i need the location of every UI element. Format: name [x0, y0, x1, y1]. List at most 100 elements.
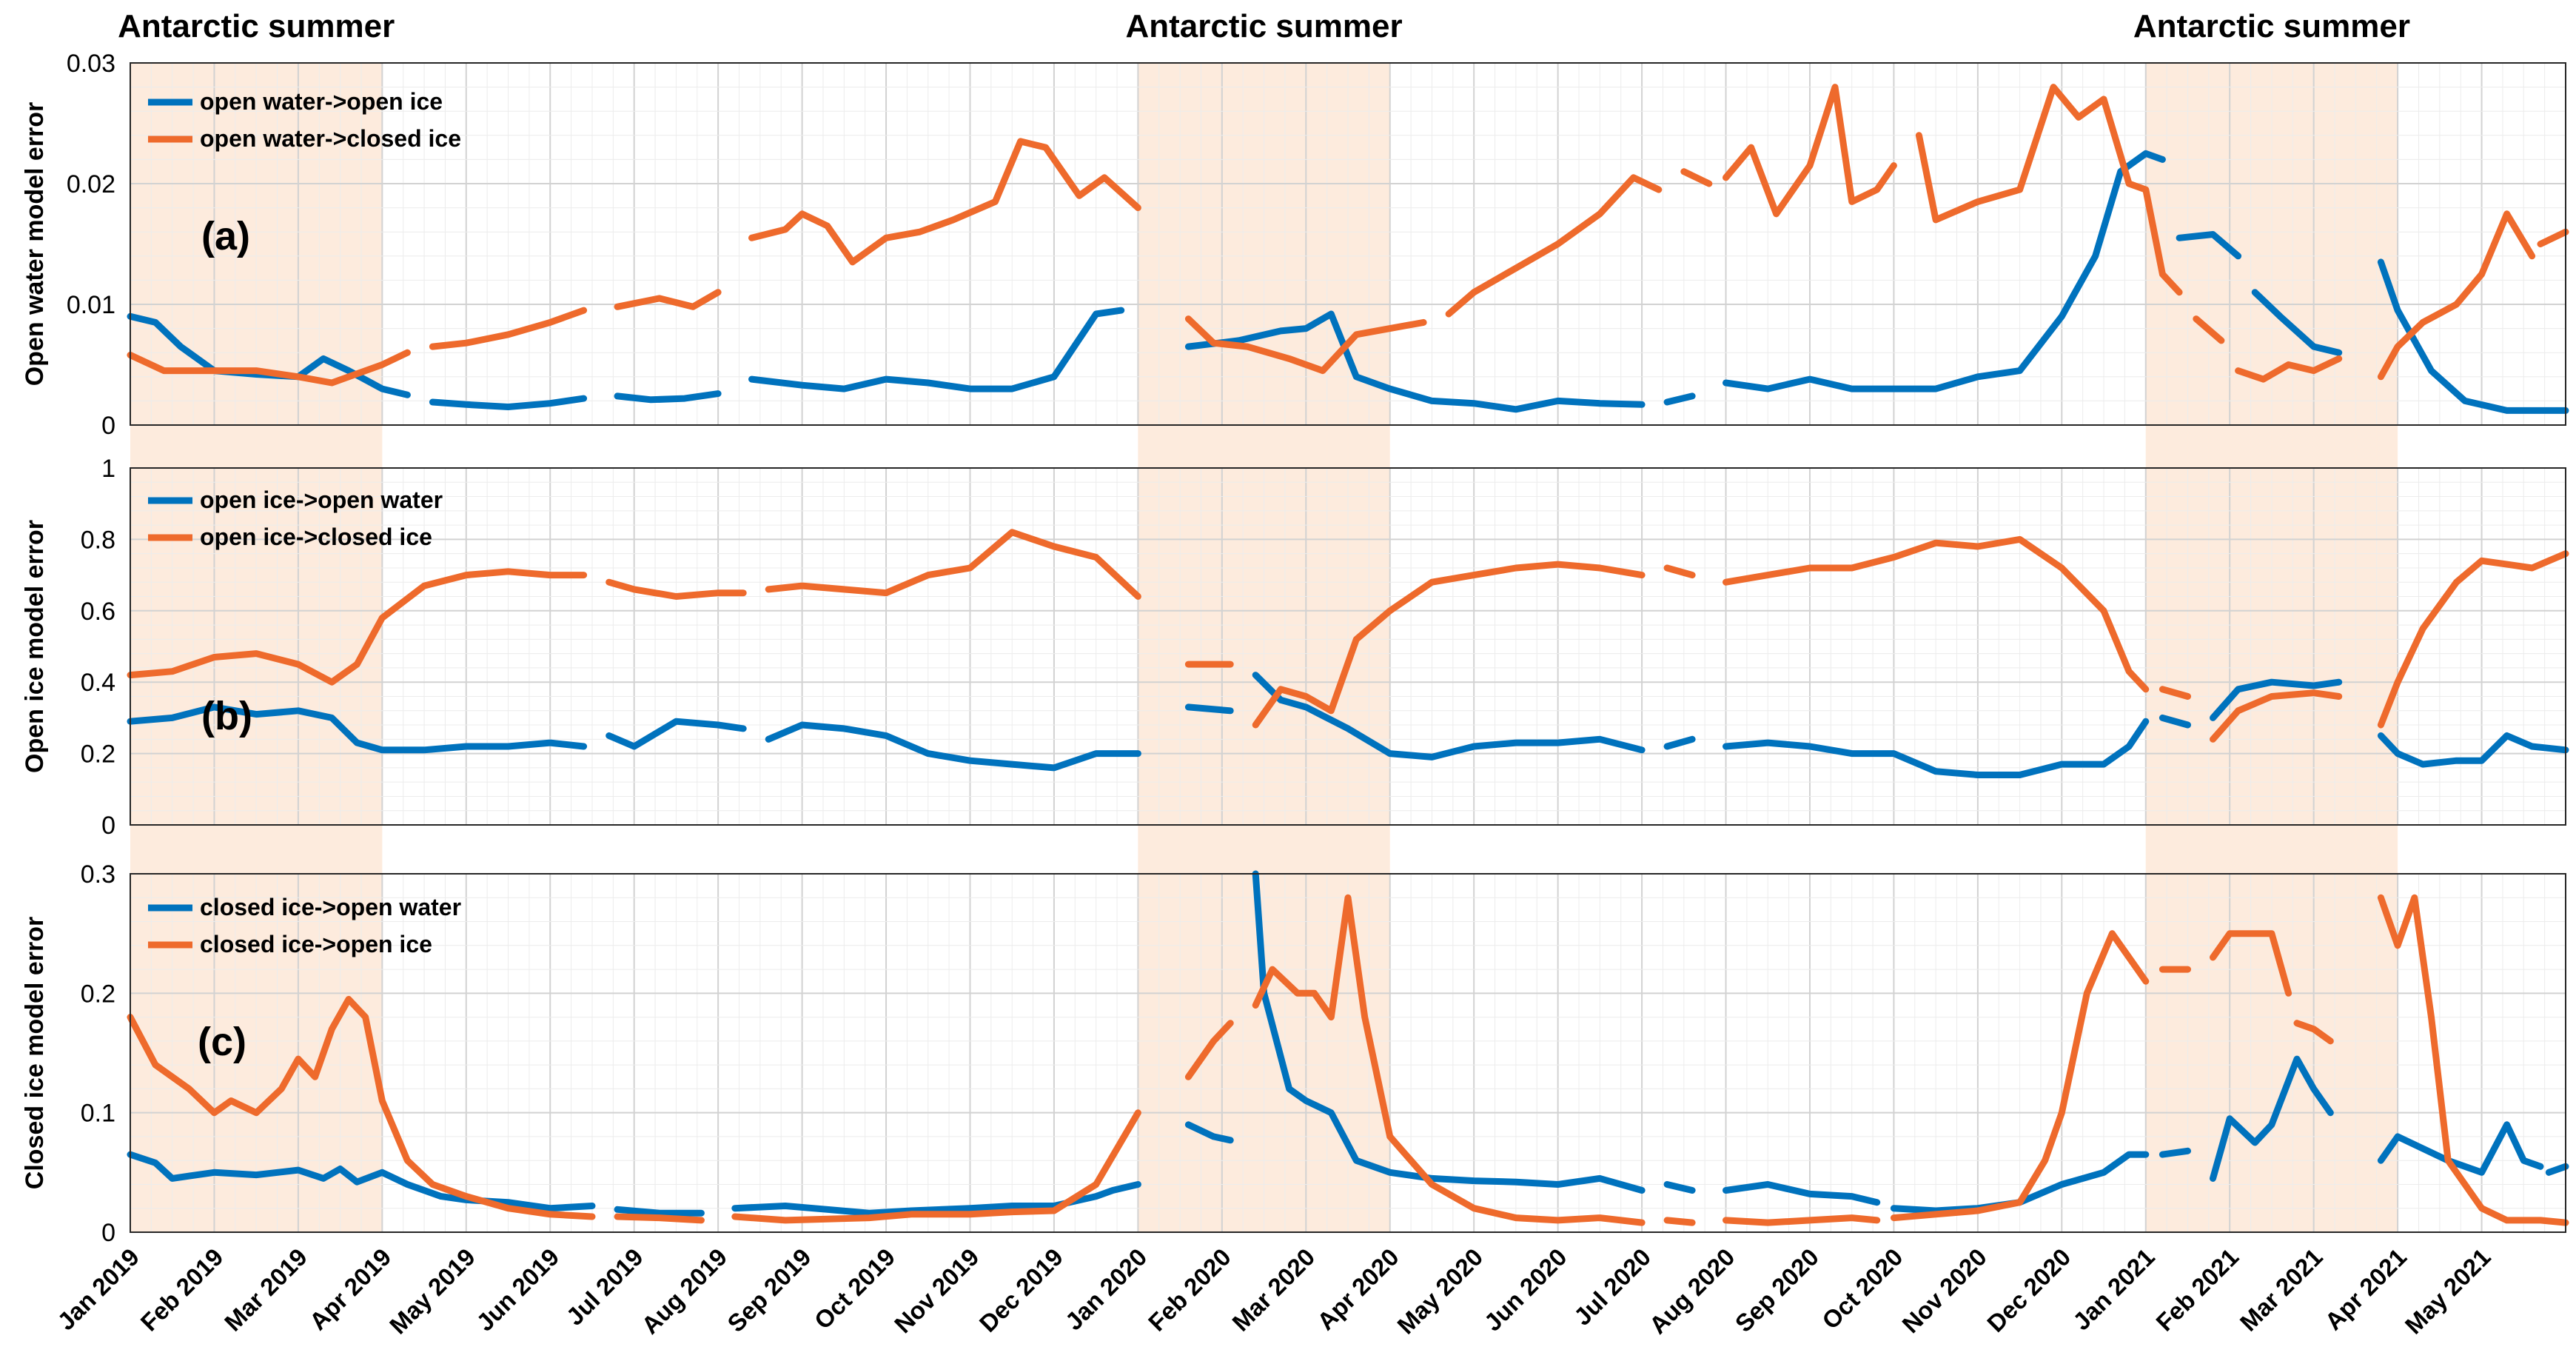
axes-frame [130, 467, 2566, 826]
series-line-orange-panel-1 [127, 349, 411, 387]
axes-frame [130, 873, 2566, 1233]
y-tick-label: 0.3 [81, 860, 115, 889]
summer-label-1: Antarctic summer [1125, 8, 1402, 44]
y-axis-label: Open ice model error [21, 520, 49, 773]
series-line-blue-panel-1 [2377, 258, 2569, 414]
series-line-orange-panel-2 [1663, 564, 1696, 579]
series-line-orange-panel-3 [127, 995, 596, 1220]
series-line-orange-panel-2 [765, 529, 1141, 600]
axes-frame [130, 62, 2566, 426]
series-line-blue-panel-3 [731, 1181, 1141, 1217]
x-tick-label: Sep 2020 [1730, 1243, 1824, 1337]
x-tick-label: Aug 2020 [1644, 1243, 1740, 1340]
legend-entry: open water->open ice [200, 88, 443, 115]
y-tick-label: 0.2 [81, 740, 115, 769]
y-tick-label: 0.02 [67, 170, 115, 198]
series-line-blue-panel-2 [1184, 703, 1234, 715]
panel-label: (b) [201, 694, 252, 738]
y-tick-label: 0 [101, 812, 115, 840]
x-tick-label: Sep 2019 [722, 1243, 816, 1337]
x-tick-label: Oct 2019 [809, 1243, 900, 1334]
x-tick-label: Apr 2019 [304, 1243, 397, 1336]
series-line-blue-panel-2 [127, 703, 588, 754]
series-line-orange-panel-3 [2377, 894, 2569, 1226]
series-line-orange-panel-3 [1252, 894, 1646, 1226]
series-line-blue-panel-1 [1663, 392, 1696, 406]
x-tick-label: Mar 2021 [2235, 1243, 2328, 1337]
series-line-blue-panel-3 [2210, 1055, 2334, 1182]
series-line-orange-panel-1 [1723, 84, 1897, 218]
series-line-blue-panel-1 [2251, 289, 2343, 356]
x-tick-label: May 2020 [1392, 1243, 1488, 1340]
series-line-blue-panel-2 [606, 718, 747, 750]
x-tick-label: Jan 2021 [2067, 1243, 2160, 1336]
series-line-orange-panel-2 [2210, 689, 2343, 743]
legend-entry: open ice->open water [200, 487, 443, 513]
summer-label-2: Antarctic summer [2133, 8, 2410, 44]
series-line-blue-panel-3 [1184, 1121, 1234, 1144]
series-line-orange-panel-3 [1663, 1217, 1696, 1226]
panel-label: (c) [198, 1020, 246, 1064]
series-line-blue-panel-3 [1723, 1181, 1881, 1206]
x-tick-label: Apr 2021 [2319, 1243, 2412, 1336]
legend-entry: closed ice->open ice [200, 931, 432, 957]
x-tick-label: Jan 2020 [1060, 1243, 1153, 1336]
x-tick-label: Feb 2020 [1143, 1243, 1236, 1337]
y-tick-label: 0.4 [81, 669, 115, 697]
x-tick-label: Jun 2019 [471, 1243, 564, 1337]
series-line-orange-panel-1 [429, 307, 588, 350]
y-tick-label: 1 [101, 455, 115, 483]
x-tick-label: Apr 2020 [1312, 1243, 1404, 1336]
series-line-orange-panel-3 [614, 1213, 705, 1224]
series-line-blue-panel-1 [2176, 231, 2242, 260]
series-line-blue-panel-3 [2159, 1147, 2191, 1158]
y-tick-label: 0 [101, 1219, 115, 1247]
y-tick-label: 0.01 [67, 291, 115, 319]
series-line-orange-panel-2 [2377, 550, 2569, 729]
series-line-blue-panel-2 [1723, 718, 2150, 778]
y-tick-label: 0.2 [81, 980, 115, 1008]
x-tick-label: Mar 2020 [1227, 1243, 1320, 1337]
series-line-blue-panel-2 [1252, 672, 1646, 760]
series-line-orange-panel-2 [1252, 561, 1646, 729]
series-line-orange-panel-2 [1723, 535, 2150, 693]
legend-entry: open ice->closed ice [200, 524, 432, 550]
x-tick-label: Feb 2021 [2150, 1243, 2244, 1337]
x-tick-label: Jul 2019 [561, 1243, 648, 1331]
x-tick-label: Feb 2019 [135, 1243, 228, 1337]
series-line-blue-panel-3 [1890, 1151, 2150, 1214]
x-tick-label: Nov 2020 [1896, 1243, 1992, 1339]
summer-label-0: Antarctic summer [118, 8, 395, 44]
y-axis-label: Closed ice model error [21, 917, 49, 1189]
x-tick-label: Dec 2020 [1982, 1243, 2076, 1337]
series-line-blue-panel-1 [748, 307, 1125, 392]
x-tick-label: May 2019 [384, 1243, 480, 1340]
x-tick-label: May 2021 [2400, 1243, 2496, 1340]
x-tick-label: Mar 2019 [219, 1243, 312, 1337]
x-tick-label: Aug 2019 [636, 1243, 732, 1340]
series-line-blue-panel-1 [429, 395, 588, 410]
series-line-blue-panel-3 [1252, 870, 1646, 1194]
series-line-blue-panel-2 [1663, 735, 1696, 750]
series-line-blue-panel-3 [2377, 1121, 2544, 1176]
series-line-orange-panel-1 [2537, 228, 2569, 247]
series-line-blue-panel-1 [1184, 310, 1646, 413]
legend-entry: closed ice->open water [200, 894, 461, 920]
series-line-blue-panel-2 [2377, 732, 2569, 768]
y-axis-label: Open water model error [21, 102, 49, 387]
series-line-blue-panel-2 [765, 721, 1141, 772]
series-line-blue-panel-1 [1723, 150, 2166, 392]
series-line-blue-panel-3 [614, 1206, 705, 1217]
series-line-orange-panel-1 [2377, 210, 2536, 381]
x-tick-label: Jun 2020 [1479, 1243, 1572, 1337]
x-tick-label: Jul 2020 [1569, 1243, 1656, 1331]
y-tick-label: 0.03 [67, 50, 115, 78]
x-tick-label: Nov 2019 [889, 1243, 985, 1339]
legend-entry: open water->closed ice [200, 125, 461, 152]
series-line-orange-panel-1 [614, 289, 722, 310]
y-tick-label: 0 [101, 412, 115, 440]
y-tick-label: 0.6 [81, 598, 115, 626]
x-tick-label: Dec 2019 [974, 1243, 1068, 1337]
series-line-blue-panel-2 [2159, 714, 2191, 729]
